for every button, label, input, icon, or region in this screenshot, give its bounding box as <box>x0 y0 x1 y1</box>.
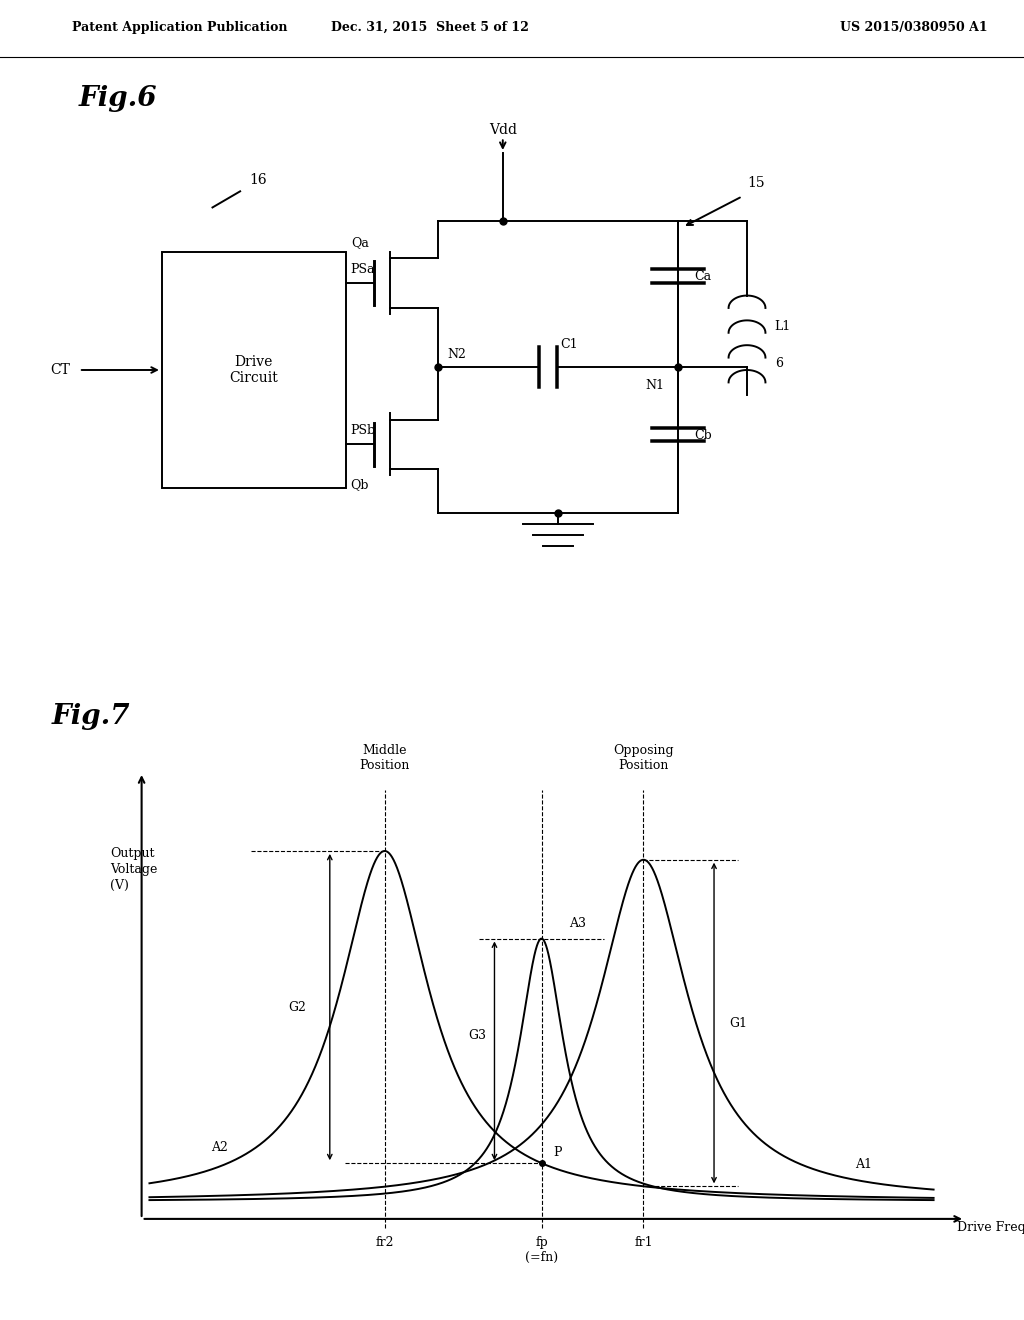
Text: L1: L1 <box>775 319 791 333</box>
Text: fr2: fr2 <box>376 1237 394 1250</box>
Text: G2: G2 <box>289 1001 306 1014</box>
Text: fp
(=fn): fp (=fn) <box>525 1237 558 1265</box>
Text: 16: 16 <box>250 173 267 187</box>
Text: US 2015/0380950 A1: US 2015/0380950 A1 <box>840 21 987 34</box>
Text: Middle
Position: Middle Position <box>359 744 410 772</box>
Text: Dec. 31, 2015  Sheet 5 of 12: Dec. 31, 2015 Sheet 5 of 12 <box>331 21 529 34</box>
Text: Output
Voltage
(V): Output Voltage (V) <box>111 846 158 891</box>
Text: G1: G1 <box>730 1016 748 1030</box>
Text: PSa: PSa <box>350 263 375 276</box>
Text: Fig.7: Fig.7 <box>51 702 130 730</box>
Text: A1: A1 <box>855 1158 872 1171</box>
Text: C1: C1 <box>560 338 578 351</box>
Text: 6: 6 <box>775 358 782 371</box>
Text: Drive
Circuit: Drive Circuit <box>229 355 279 385</box>
Text: P: P <box>553 1146 562 1159</box>
Text: Drive Frequency (kHz): Drive Frequency (kHz) <box>957 1221 1024 1234</box>
Bar <box>162 252 346 488</box>
Text: N1: N1 <box>645 379 665 392</box>
Text: fr1: fr1 <box>634 1237 652 1250</box>
Text: Vdd: Vdd <box>488 123 517 137</box>
Text: G3: G3 <box>469 1030 486 1041</box>
Text: Qb: Qb <box>350 479 370 491</box>
Text: A2: A2 <box>211 1142 228 1155</box>
Text: Opposing
Position: Opposing Position <box>613 744 674 772</box>
Text: PSb: PSb <box>350 424 376 437</box>
Text: A3: A3 <box>569 917 586 929</box>
Text: Patent Application Publication: Patent Application Publication <box>72 21 287 34</box>
Text: Qa: Qa <box>351 236 370 249</box>
Text: N2: N2 <box>447 347 466 360</box>
Text: Fig.6: Fig.6 <box>79 84 158 112</box>
Text: 15: 15 <box>748 176 765 190</box>
Text: Ca: Ca <box>694 271 712 284</box>
Text: CT: CT <box>50 363 70 378</box>
Text: Cb: Cb <box>694 429 713 442</box>
